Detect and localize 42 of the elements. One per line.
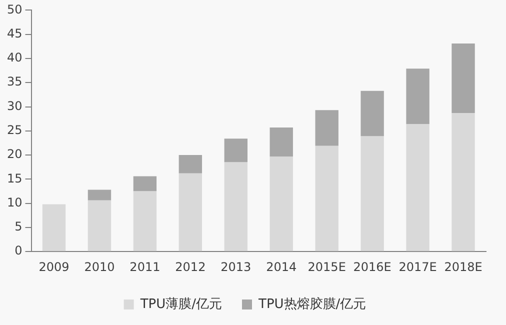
- bar: [178, 155, 202, 174]
- y-tick-label: 30: [6, 98, 22, 113]
- bar: [133, 191, 157, 252]
- legend-label: TPU热熔胶膜/亿元: [258, 296, 366, 312]
- bar: [452, 44, 475, 114]
- y-tick-label: 0: [14, 244, 22, 258]
- y-tick-label: 15: [6, 171, 22, 186]
- bar: [360, 136, 384, 252]
- x-tick-label: 2015E: [308, 260, 346, 274]
- bar: [178, 173, 202, 252]
- bar: [270, 156, 293, 252]
- y-tick-label: 5: [14, 220, 22, 234]
- bar: [88, 200, 112, 252]
- y-tick-label: 25: [6, 123, 22, 138]
- x-tick-label: 2017E: [398, 260, 437, 274]
- bar: [88, 190, 112, 200]
- x-tick-label: 2016E: [353, 260, 392, 274]
- x-tick-label: 2009: [38, 260, 70, 274]
- x-tick-label: 2011: [130, 260, 160, 274]
- x-tick-label: 2010: [84, 260, 115, 274]
- x-tick-label: 2012: [175, 260, 206, 274]
- y-tick-label: 10: [6, 195, 22, 210]
- y-tick-label: 45: [6, 26, 22, 40]
- bar: [360, 90, 384, 136]
- bar: [42, 204, 66, 252]
- x-tick-label: 2013: [220, 260, 252, 274]
- bar: [315, 110, 338, 146]
- x-tick-label: 2018E: [444, 260, 482, 274]
- bar: [224, 162, 248, 252]
- x-tick-label: 2014: [266, 260, 297, 274]
- bar: [452, 113, 475, 252]
- legend-label: TPU薄膜/亿元: [139, 296, 222, 312]
- y-tick-label: 40: [6, 50, 22, 65]
- bar: [133, 176, 157, 192]
- y-tick-label: 50: [6, 2, 22, 16]
- bar: [406, 124, 430, 252]
- y-tick-label: 35: [6, 74, 22, 89]
- bar: [315, 146, 338, 252]
- y-tick-label: 20: [6, 147, 22, 162]
- bar: [224, 138, 248, 162]
- bar: [406, 68, 430, 124]
- bar: [270, 128, 293, 156]
